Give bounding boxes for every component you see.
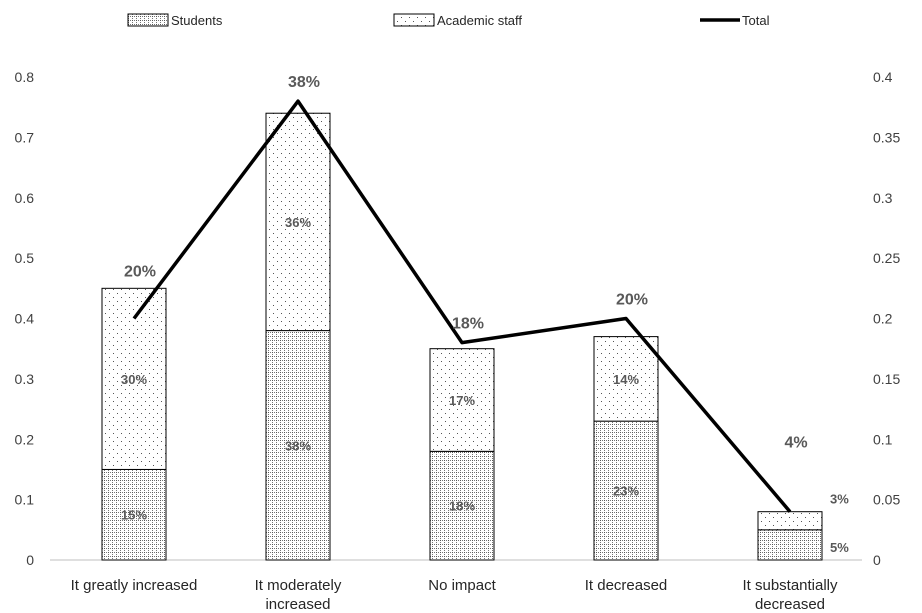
bar-academic-staff [757,511,823,531]
right-tick-label: 0.15 [873,371,900,387]
legend-label-academic-staff: Academic staff [437,13,522,28]
bar-academic-staff [101,287,167,470]
left-tick-label: 0.1 [15,492,35,508]
left-tick-label: 0.4 [15,311,35,327]
category-labels: It greatly increased It moderately increas… [71,577,838,613]
bar-academic-staff [429,348,495,452]
left-tick-label: 0.5 [15,250,35,266]
total-value-label: 20% [124,264,156,281]
students-value-label: 23% [613,484,639,499]
legend-label-students: Students [171,13,223,28]
right-tick-label: 0 [873,552,881,568]
left-tick-label: 0.2 [15,431,35,447]
left-axis-ticks: 0 0.1 0.2 0.3 0.4 0.5 0.6 0.7 0.8 [15,69,35,568]
academic-staff-value-label: 17% [449,393,475,408]
legend-label-total: Total [742,13,770,28]
bars [101,112,823,561]
right-tick-label: 0.05 [873,492,900,508]
students-value-label: 5% [830,540,849,555]
category-label: It moderately increased [255,577,342,613]
academic-staff-value-label: 36% [285,215,311,230]
right-tick-label: 0.1 [873,431,893,447]
legend: Students Academic staff Total [127,13,770,28]
bar-students [265,330,331,561]
students-value-label: 18% [449,499,475,514]
category-label: No impact [428,577,496,594]
students-value-label: 38% [285,438,311,453]
left-tick-label: 0 [26,552,34,568]
total-value-label: 20% [616,292,648,309]
total-line-group [132,99,792,513]
right-tick-label: 0.35 [873,129,900,145]
category-label: It greatly increased [71,577,198,594]
category-label: It substantially decreased [742,577,838,613]
bar-students [593,420,659,561]
right-tick-label: 0.2 [873,311,893,327]
legend-swatch-academic-staff [393,13,435,27]
academic-staff-value-label: 14% [613,372,639,387]
academic-staff-value-label: 3% [830,492,849,507]
total-line [132,99,792,513]
legend-swatch-students [127,13,169,27]
segment-labels: 15% 30% 38% 36% 18% 17% 23% 14% 5% 3% [121,215,849,555]
bar-academic-staff [265,112,331,332]
left-tick-label: 0.8 [15,69,35,85]
right-tick-label: 0.25 [873,250,900,266]
bar-students [757,529,823,561]
left-tick-label: 0.7 [15,129,35,145]
right-axis-ticks: 0 0.05 0.1 0.15 0.2 0.25 0.3 0.35 0.4 [873,69,900,568]
left-tick-label: 0.3 [15,371,35,387]
total-labels: 20% 38% 18% 20% 4% [124,74,808,452]
bar-students [429,450,495,561]
total-value-label: 4% [784,435,807,452]
bar-academic-staff [593,336,659,422]
total-value-label: 18% [452,316,484,333]
total-value-label: 38% [288,74,320,91]
academic-staff-value-label: 30% [121,372,147,387]
left-tick-label: 0.6 [15,190,35,206]
right-tick-label: 0.4 [873,69,893,85]
bar-students [101,468,167,561]
category-label: It decreased [585,577,668,594]
students-value-label: 15% [121,508,147,523]
right-tick-label: 0.3 [873,190,893,206]
